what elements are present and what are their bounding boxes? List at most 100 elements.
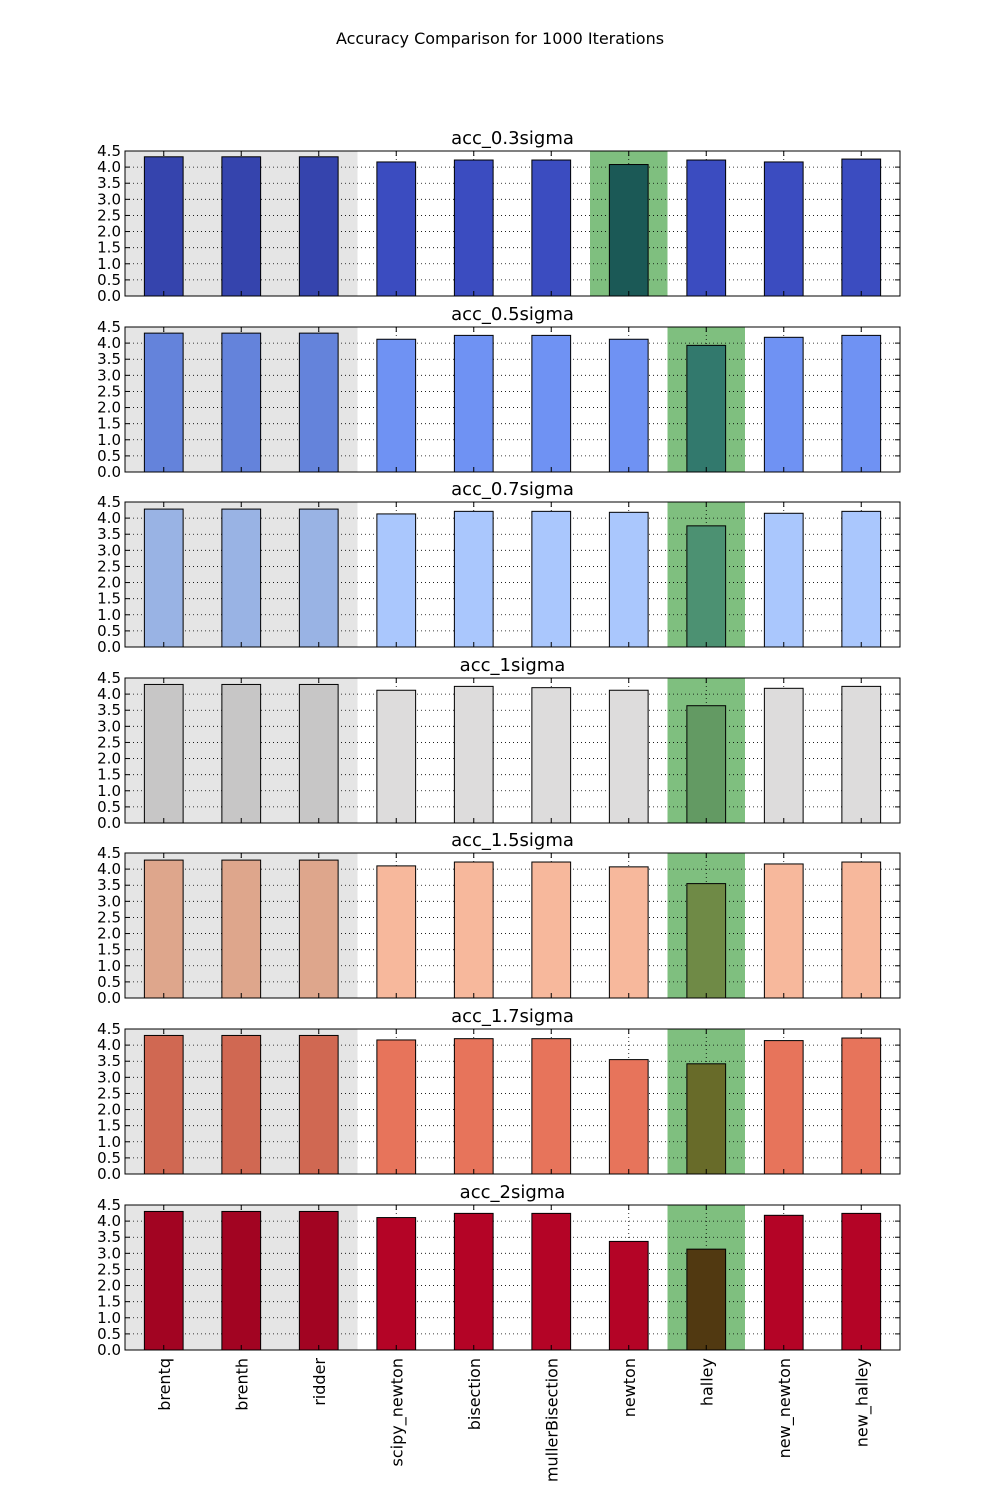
y-tick-label: 2.5 — [97, 382, 121, 400]
panel-frame — [124, 677, 901, 824]
bar — [453, 861, 494, 999]
y-tick-label: 0.5 — [97, 1149, 121, 1167]
panel-title: acc_2sigma — [460, 1182, 566, 1203]
bar — [608, 1240, 649, 1351]
bar — [531, 1038, 572, 1175]
y-tick-label: 1.5 — [97, 590, 121, 608]
panel-title: acc_1.7sigma — [451, 1006, 574, 1027]
panel: 0.00.51.01.52.02.53.03.54.04.5 acc_2sigma — [97, 1182, 901, 1359]
y-tick-label: 1.5 — [97, 1293, 121, 1311]
bar — [763, 512, 804, 648]
y-tick-label: 1.0 — [97, 1309, 121, 1327]
bar — [686, 705, 727, 824]
bar — [143, 859, 184, 999]
y-tick-label: 0.5 — [97, 1325, 121, 1343]
y-tick-label: 4.5 — [97, 142, 121, 160]
x-tick-label: newton — [620, 1358, 639, 1417]
y-tick-label: 2.5 — [97, 1260, 121, 1278]
y-tick-label: 3.0 — [97, 892, 121, 910]
y-tick-label: 3.0 — [97, 366, 121, 384]
panel-frame — [124, 852, 901, 999]
y-tick-label: 3.5 — [97, 1052, 121, 1070]
y-tick-label: 2.0 — [97, 399, 121, 417]
panel-title: acc_0.5sigma — [451, 304, 574, 325]
x-tick-label: new_newton — [775, 1358, 795, 1458]
y-tick-label: 2.0 — [97, 750, 121, 768]
bar — [143, 508, 184, 648]
panel: 0.00.51.01.52.02.53.03.54.04.5 acc_1.7sig… — [97, 1006, 901, 1183]
x-tick-label: brentq — [155, 1358, 174, 1411]
bar — [841, 685, 882, 824]
y-tick-label: 3.0 — [97, 1068, 121, 1086]
bar — [686, 1063, 727, 1175]
bar — [453, 159, 494, 297]
panel-title: acc_1sigma — [460, 655, 566, 676]
bar — [298, 332, 339, 473]
bar — [298, 1210, 339, 1351]
bar — [376, 338, 417, 473]
y-tick-label: 1.5 — [97, 239, 121, 257]
y-tick-label: 1.0 — [97, 606, 121, 624]
y-tick-label: 0.5 — [97, 271, 121, 289]
y-tick-label: 3.5 — [97, 350, 121, 368]
y-tick-label: 1.0 — [97, 957, 121, 975]
bar — [221, 683, 262, 824]
x-tick-label: bisection — [465, 1358, 484, 1430]
y-tick-label: 1.0 — [97, 782, 121, 800]
bar — [686, 344, 727, 473]
y-tick-label: 0.0 — [97, 814, 121, 832]
x-tick-label: brenth — [232, 1358, 251, 1411]
y-tick-label: 2.0 — [97, 1101, 121, 1119]
bar — [376, 1039, 417, 1175]
panel-frame — [124, 1204, 901, 1351]
bar — [143, 332, 184, 473]
y-tick-label: 1.5 — [97, 766, 121, 784]
y-tick-label: 1.5 — [97, 1117, 121, 1135]
bar — [763, 336, 804, 473]
y-tick-label: 2.5 — [97, 557, 121, 575]
panel-frame — [124, 501, 901, 648]
bar — [763, 863, 804, 999]
bar — [841, 1212, 882, 1351]
y-tick-label: 2.0 — [97, 1277, 121, 1295]
bar — [608, 866, 649, 999]
y-tick-label: 3.0 — [97, 541, 121, 559]
bar — [608, 338, 649, 473]
bar — [763, 161, 804, 297]
y-tick-label: 2.5 — [97, 908, 121, 926]
bar — [763, 1214, 804, 1351]
y-tick-label: 4.0 — [97, 860, 121, 878]
bar — [221, 1034, 262, 1175]
y-tick-label: 3.5 — [97, 1228, 121, 1246]
bar — [376, 1217, 417, 1351]
bar — [221, 859, 262, 999]
bar — [221, 1210, 262, 1351]
y-tick-label: 1.0 — [97, 1133, 121, 1151]
y-tick-label: 4.0 — [97, 158, 121, 176]
bar — [841, 158, 882, 297]
panel: 0.00.51.01.52.02.53.03.54.04.5 acc_0.5sig… — [97, 304, 901, 481]
panel: 0.00.51.01.52.02.53.03.54.04.5 acc_0.7sig… — [97, 479, 901, 656]
y-tick-label: 4.0 — [97, 1212, 121, 1230]
y-tick-label: 4.5 — [97, 1020, 121, 1038]
bar — [608, 689, 649, 824]
y-tick-label: 2.0 — [97, 223, 121, 241]
bar — [221, 508, 262, 648]
bar — [841, 334, 882, 473]
y-tick-label: 0.5 — [97, 798, 121, 816]
bar — [841, 1037, 882, 1175]
panel-title: acc_0.7sigma — [451, 479, 574, 500]
y-tick-label: 0.5 — [97, 447, 121, 465]
x-tick-label: ridder — [310, 1358, 329, 1406]
y-tick-label: 0.0 — [97, 638, 121, 656]
bar — [841, 510, 882, 648]
x-tick-label: mullerBisection — [542, 1358, 561, 1482]
y-tick-label: 0.0 — [97, 1341, 121, 1359]
y-tick-label: 2.0 — [97, 574, 121, 592]
x-tick-label: new_halley — [852, 1358, 872, 1447]
bar — [608, 511, 649, 648]
y-tick-label: 4.5 — [97, 493, 121, 511]
bar — [453, 1212, 494, 1351]
panel: 0.00.51.01.52.02.53.03.54.04.5 acc_1.5sig… — [97, 830, 901, 1007]
x-tick-label: scipy_newton — [387, 1358, 407, 1466]
